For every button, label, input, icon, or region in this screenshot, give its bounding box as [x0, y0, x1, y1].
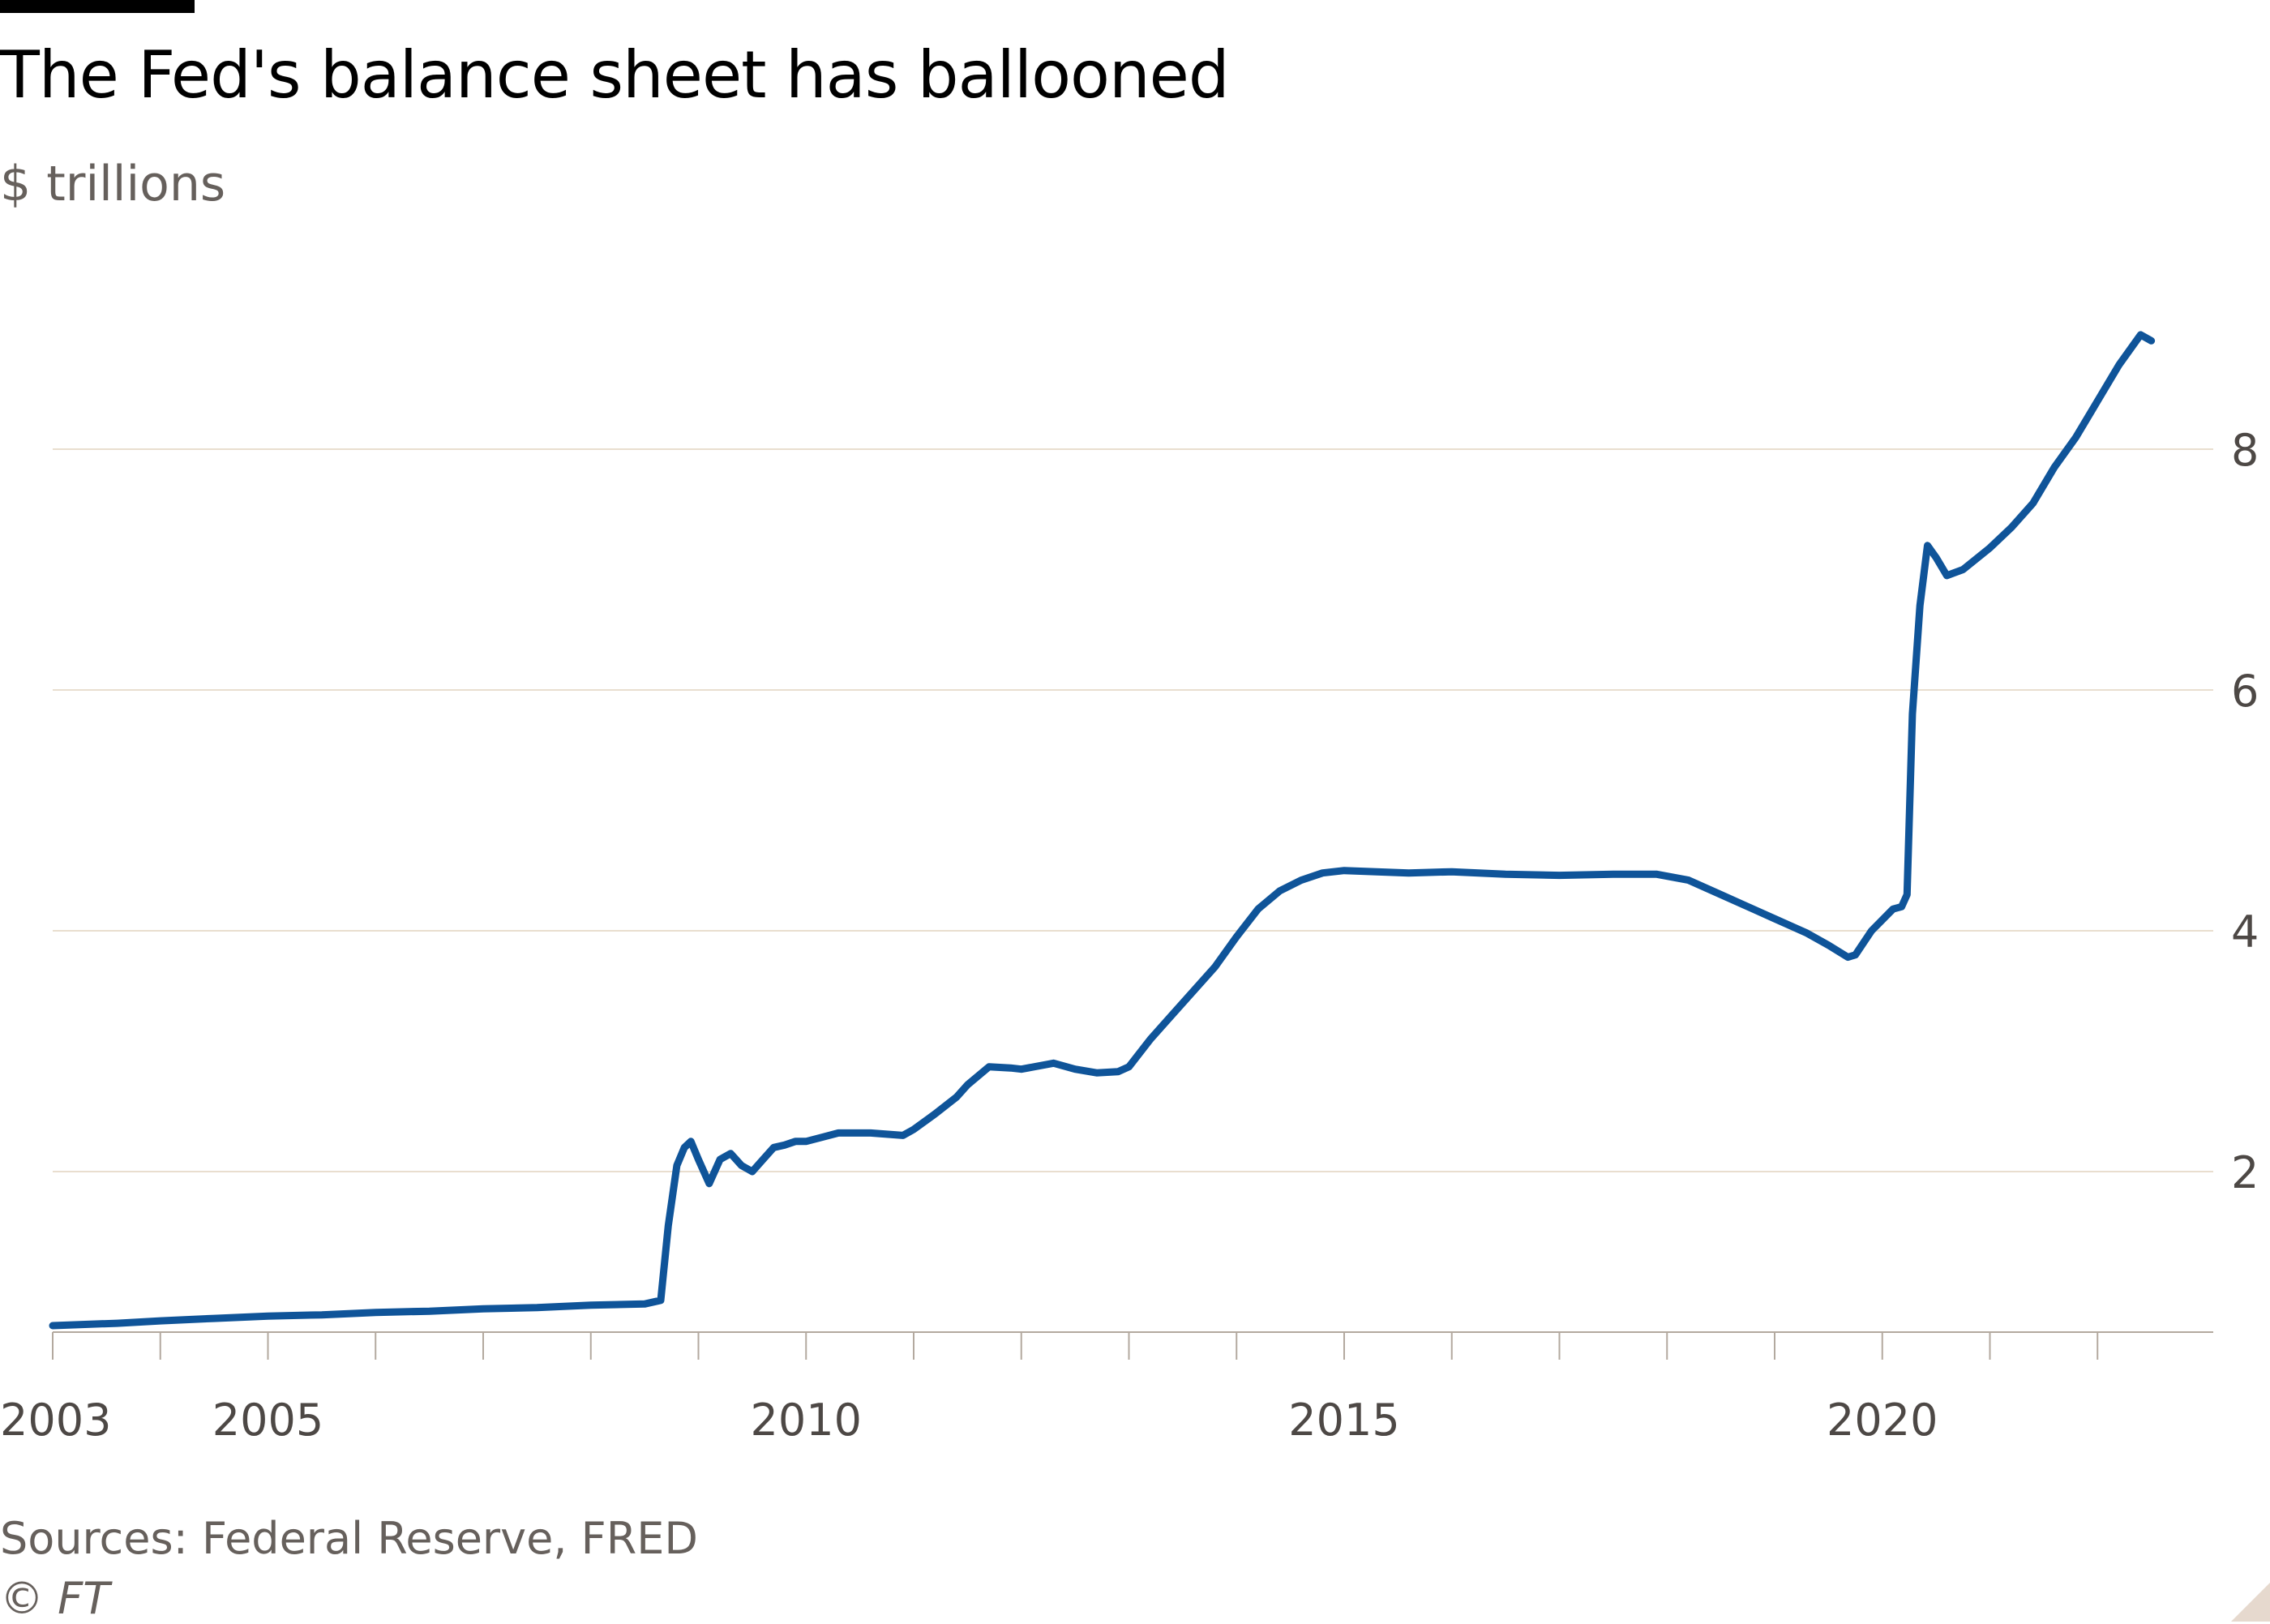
x-tick-label: 2020	[1827, 1395, 1938, 1446]
chart-subtitle: $ trillions	[0, 156, 226, 212]
copyright-note: © FT	[0, 1573, 110, 1624]
corner-fold-icon	[2231, 1583, 2270, 1622]
x-tick-label: 2005	[212, 1395, 323, 1446]
gridlines	[53, 448, 2213, 1172]
x-tick-label: 2015	[1288, 1395, 1399, 1446]
y-tick-label: 2	[2231, 1147, 2259, 1198]
x-axis: 2003 2005 2010 2015 2020	[0, 1331, 2213, 1446]
series-line-balance-sheet	[49, 331, 2156, 1330]
source-note: Sources: Federal Reserve, FRED	[0, 1513, 698, 1564]
y-tick-label: 8	[2231, 425, 2259, 476]
y-tick-label: 4	[2231, 906, 2259, 958]
x-tick-label: 2010	[751, 1395, 862, 1446]
y-axis: 2 4 6 8	[2231, 425, 2259, 1198]
ft-top-bar	[0, 0, 195, 13]
x-tick-label: 2003	[0, 1395, 111, 1446]
y-tick-label: 6	[2231, 666, 2259, 717]
line-chart: 2003 2005 2010 2015 2020 2 4 6 8	[0, 331, 2259, 1446]
chart-title: The Fed's balance sheet has ballooned	[0, 37, 1230, 113]
